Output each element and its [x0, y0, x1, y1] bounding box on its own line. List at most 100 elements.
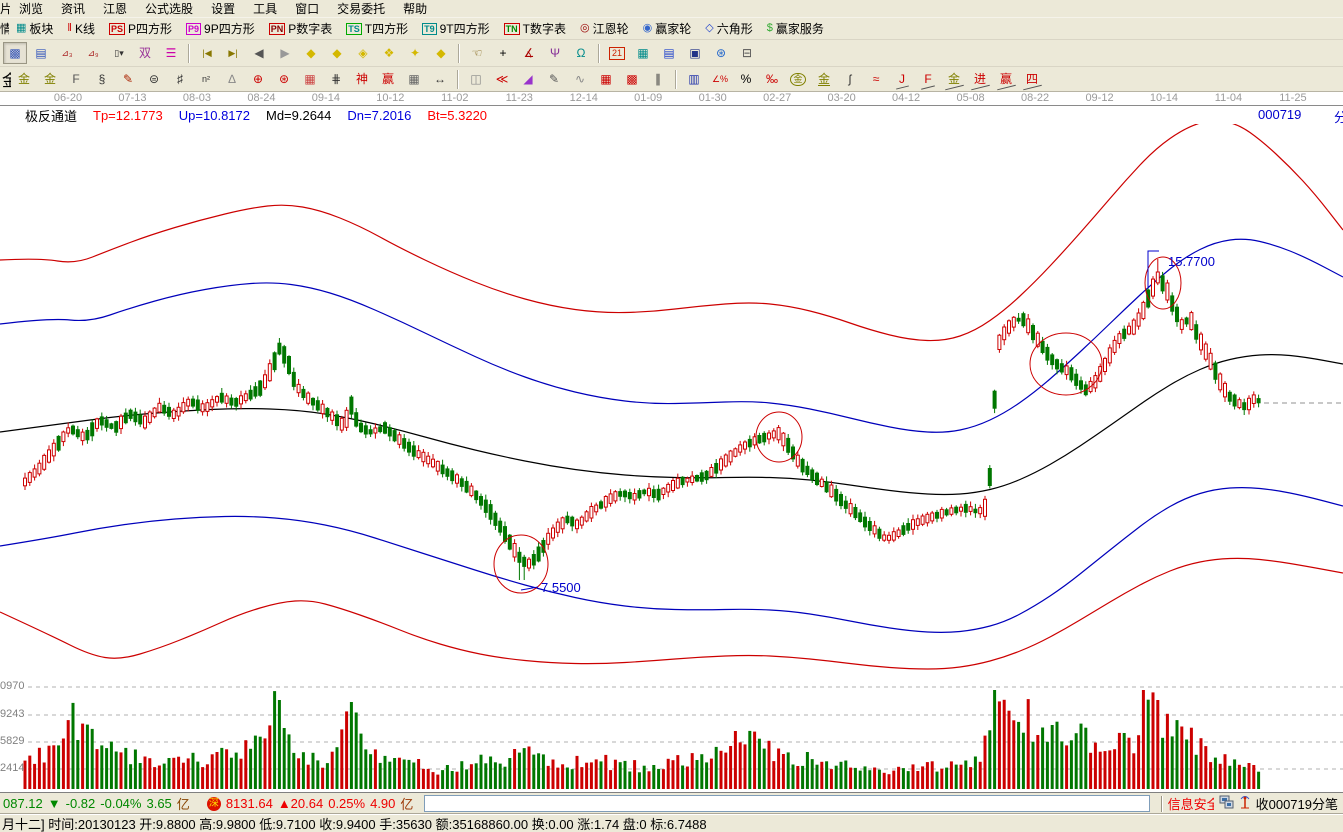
gann-box-button[interactable]: ▦ — [298, 68, 322, 90]
golden-section-v-button[interactable]: 金 — [12, 68, 36, 90]
diamond-cross-button[interactable]: ◆ — [429, 42, 453, 64]
annotation-circles — [493, 256, 1182, 594]
module-kline-button[interactable]: ǁ K线 — [60, 19, 102, 39]
fan-lines-button[interactable]: ≪ — [490, 68, 514, 90]
parallel-lines-button[interactable]: ∥ — [646, 68, 670, 90]
module-winner-service-button[interactable]: $ 赢家服务 — [760, 19, 831, 39]
f-angle-button[interactable]: F — [916, 68, 940, 90]
red-grid-2-button[interactable]: ▩ — [620, 68, 644, 90]
jin-angle-button[interactable]: 进 — [968, 68, 992, 90]
k-count-button[interactable]: ⋕ — [324, 68, 348, 90]
module-t-number-table-button[interactable]: TN T数字表 — [497, 19, 573, 39]
module-gann-wheel-button[interactable]: ◎ 江恩轮 — [573, 19, 636, 39]
chart-area[interactable]: 15.7700 7.5500 0970 9243 5829 2414 — [0, 124, 1343, 792]
trend-9-button[interactable]: ⊿₉ — [81, 42, 105, 64]
gann-knot-tool-button[interactable]: Ψ — [543, 42, 567, 64]
export-web-button[interactable]: ⊛ — [709, 42, 733, 64]
golden-section-h-button[interactable]: 金 — [38, 68, 62, 90]
module-9p-square-button[interactable]: P9 9P四方形 — [179, 19, 262, 39]
scale-chart-button[interactable]: ▥ — [682, 68, 706, 90]
hexagon-icon: ◇ — [705, 22, 714, 34]
gold-lines-button[interactable]: 金 — [812, 68, 836, 90]
percent-trend-button[interactable]: ∠% — [708, 68, 732, 90]
color-fan-button[interactable]: ◢ — [516, 68, 540, 90]
gold-angle-button[interactable]: 金 — [942, 68, 966, 90]
price-grid-button[interactable]: ▦ — [402, 68, 426, 90]
menu-item-1[interactable]: 资讯 — [61, 2, 86, 16]
brush-button[interactable]: ʃ — [838, 68, 862, 90]
tick-feed-status[interactable]: 收000719分笔 — [1255, 797, 1338, 812]
gann-circle-button[interactable]: ⊕ — [246, 68, 270, 90]
module-9t-square-button[interactable]: T9 9T四方形 — [415, 19, 497, 39]
calculator-button[interactable]: ▦ — [631, 42, 655, 64]
save-button[interactable]: ▣ — [683, 42, 707, 64]
module-winner-wheel-button[interactable]: ◉ 赢家轮 — [636, 19, 699, 39]
span-measure-button[interactable]: ↔ — [428, 68, 452, 90]
spider-web-button[interactable]: ⊛ — [272, 68, 296, 90]
date-tick: 01-09 — [634, 92, 663, 104]
notepad-icon: ▤ — [663, 46, 675, 60]
notepad-button[interactable]: ▤ — [657, 42, 681, 64]
compass-pen-button[interactable]: ✎ — [116, 68, 140, 90]
cycle-circle-button[interactable]: ⊜ — [142, 68, 166, 90]
n-square-cycle-button[interactable]: n² — [194, 68, 218, 90]
menu-item-5[interactable]: 工具 — [253, 2, 278, 16]
menu-item-7[interactable]: 交易委托 — [337, 2, 386, 16]
double-k-button[interactable]: 双 — [133, 42, 157, 64]
menu-item-0[interactable]: 浏览 — [19, 2, 44, 16]
prev-page-button[interactable]: ◀ — [247, 42, 271, 64]
shen-tool-button[interactable]: 神 — [350, 68, 374, 90]
menu-item-4[interactable]: 设置 — [211, 2, 236, 16]
gann-wheel-icon: ◎ — [579, 22, 590, 34]
last-page-button[interactable]: ▶| — [221, 42, 245, 64]
module-p-square-button[interactable]: PS P四方形 — [102, 19, 179, 39]
cycle-lines-button[interactable]: ♯ — [168, 68, 192, 90]
next-page-button[interactable]: ▶ — [273, 42, 297, 64]
candle-style-dropdown-button[interactable]: ▯▾ — [107, 42, 131, 64]
hand-tool-button[interactable]: ☜ — [465, 42, 489, 64]
module-p-number-table-button[interactable]: PN P数字表 — [262, 19, 340, 39]
percent-lines-button[interactable]: ‰ — [760, 68, 784, 90]
fibonacci-lines-button[interactable]: F — [64, 68, 88, 90]
j-angle-button[interactable]: J — [890, 68, 914, 90]
box-range-button[interactable]: ◫ — [464, 68, 488, 90]
diamond-right-button[interactable]: ◆ — [325, 42, 349, 64]
command-input[interactable] — [424, 795, 1150, 812]
kline-chart[interactable]: 15.7700 7.5500 — [0, 124, 1343, 792]
gold-circle-button[interactable]: 金 — [786, 68, 810, 90]
pattern-view-button[interactable]: ▩ — [3, 42, 27, 64]
color-histogram-button[interactable]: ☰ — [159, 42, 183, 64]
ying-tool-button[interactable]: 赢 — [376, 68, 400, 90]
calendar-button[interactable]: 21 — [605, 42, 629, 64]
red-grid-button[interactable]: ▦ — [594, 68, 618, 90]
module-sector-button[interactable]: ▦ 板块 — [9, 19, 60, 39]
crosshair-tool-button[interactable]: + — [491, 42, 515, 64]
wave-band-button[interactable]: ≈ — [864, 68, 888, 90]
diamond-expand-button[interactable]: ❖ — [377, 42, 401, 64]
zigzag-button[interactable]: ∿ — [568, 68, 592, 90]
trend-3-button[interactable]: ⊿₃ — [55, 42, 79, 64]
first-page-button[interactable]: |◀ — [195, 42, 219, 64]
module-t-square-button[interactable]: TS T四方形 — [339, 19, 415, 39]
news-marquee[interactable]: 信息安全 — [1167, 797, 1214, 812]
menu-item-8[interactable]: 帮助 — [403, 2, 428, 16]
diamond-left-button[interactable]: ◆ — [299, 42, 323, 64]
print-button[interactable]: ⊟ — [735, 42, 759, 64]
menu-item-6[interactable]: 窗口 — [295, 2, 320, 16]
menu-item-3[interactable]: 公式选股 — [145, 2, 194, 16]
spiral-button[interactable]: § — [90, 68, 114, 90]
toolbar-separator — [675, 69, 677, 89]
date-tick: 09-12 — [1085, 92, 1114, 104]
diamond-move-button[interactable]: ◈ — [351, 42, 375, 64]
si-angle-button[interactable]: 四 — [1020, 68, 1044, 90]
angle-a-button[interactable]: ∆ — [220, 68, 244, 90]
brain-tool-button[interactable]: Ω — [569, 42, 593, 64]
angle-measure-button[interactable]: ∡ — [517, 42, 541, 64]
ying-angle-button[interactable]: 赢 — [994, 68, 1018, 90]
diamond-star-button[interactable]: ✦ — [403, 42, 427, 64]
info-document-button[interactable]: ▤ — [29, 42, 53, 64]
percent-button[interactable]: % — [734, 68, 758, 90]
menu-item-2[interactable]: 江恩 — [103, 2, 128, 16]
module-hexagon-button[interactable]: ◇ 六角形 — [698, 19, 759, 39]
pencil-lines-button[interactable]: ✎ — [542, 68, 566, 90]
